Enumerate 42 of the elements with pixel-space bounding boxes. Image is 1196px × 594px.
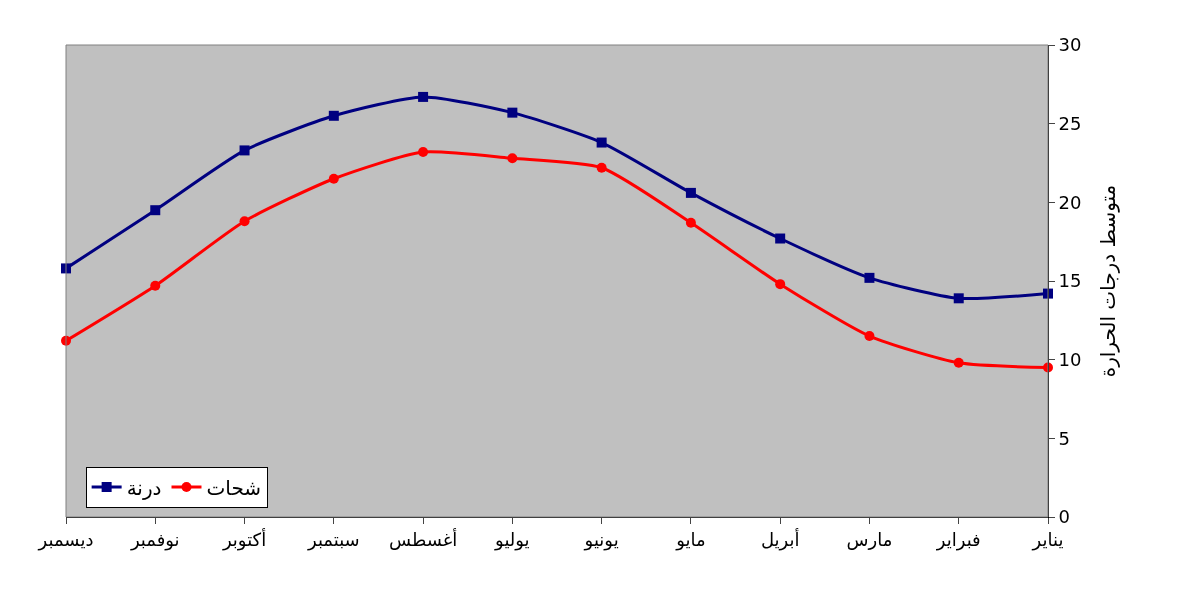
- point: [775, 233, 786, 244]
- x-tick-label: أغسطس: [389, 527, 458, 550]
- point: [775, 279, 786, 290]
- point: [953, 357, 964, 368]
- point: [864, 331, 875, 342]
- point: [507, 153, 518, 164]
- point: [953, 293, 964, 304]
- legend-label: درنة: [126, 475, 162, 500]
- y-tick-label: 30: [1058, 34, 1082, 56]
- legend-label: شحات: [206, 475, 262, 500]
- x-tick-label: مايو: [675, 528, 706, 551]
- point: [418, 146, 429, 157]
- x-tick-label: أبريل: [760, 527, 800, 551]
- x-tick-label: ديسمبر: [37, 528, 94, 551]
- point: [507, 107, 518, 118]
- y-tick-label: 25: [1058, 112, 1082, 134]
- point: [150, 280, 161, 291]
- point: [328, 173, 339, 184]
- point: [150, 205, 161, 216]
- point: [596, 162, 607, 173]
- point: [685, 217, 696, 228]
- y-tick-label: 0: [1058, 506, 1071, 528]
- y-tick-label: 20: [1058, 191, 1082, 213]
- point: [864, 272, 875, 283]
- x-tick-label: يوليو: [494, 528, 530, 551]
- x-tick-label: نوفمبر: [129, 528, 180, 551]
- y-tick-label: 10: [1058, 348, 1082, 370]
- y-tick-label: 5: [1058, 427, 1071, 449]
- x-tick-label: مارس: [846, 528, 893, 550]
- point: [418, 91, 429, 102]
- point: [596, 137, 607, 148]
- y-axis-title: متوسط درجات الحرارة: [1096, 184, 1121, 378]
- x-tick-label: سبتمبر: [306, 528, 360, 551]
- point: [685, 187, 696, 198]
- point: [239, 145, 250, 156]
- x-tick-label: يناير: [1031, 528, 1064, 551]
- x-tick-label: فبراير: [935, 528, 981, 551]
- x-tick-label: يونيو: [583, 528, 619, 551]
- point: [328, 110, 339, 121]
- point: [239, 216, 250, 227]
- y-tick-label: 15: [1058, 270, 1082, 292]
- x-tick-label: أكتوبر: [221, 527, 267, 551]
